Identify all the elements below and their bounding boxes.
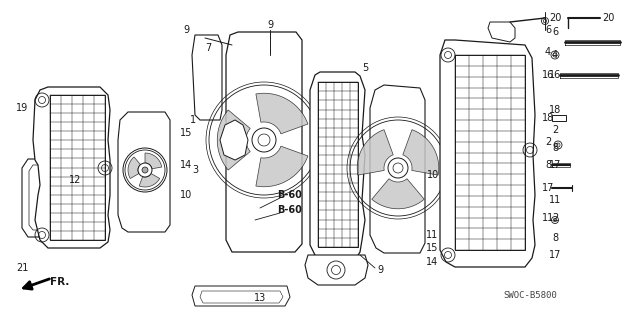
Circle shape — [142, 167, 148, 173]
Text: 3: 3 — [192, 165, 198, 175]
Text: 2: 2 — [552, 213, 558, 223]
Bar — [552, 163, 570, 167]
Text: 17: 17 — [542, 183, 554, 193]
Bar — [552, 115, 566, 121]
Text: 14: 14 — [180, 160, 192, 170]
Polygon shape — [145, 153, 162, 169]
Text: 2: 2 — [552, 125, 558, 135]
Polygon shape — [357, 130, 393, 175]
Text: 8: 8 — [552, 143, 558, 153]
Text: 21: 21 — [16, 263, 28, 273]
Bar — [50, 95, 105, 240]
Text: 12: 12 — [69, 175, 81, 185]
Text: 18: 18 — [549, 105, 561, 115]
Polygon shape — [139, 173, 160, 187]
Text: 20: 20 — [602, 13, 614, 23]
Text: 17: 17 — [549, 160, 561, 170]
Polygon shape — [128, 157, 141, 179]
Text: 4: 4 — [545, 47, 551, 57]
Bar — [455, 55, 525, 250]
Polygon shape — [200, 291, 283, 303]
Text: 11: 11 — [549, 195, 561, 205]
Polygon shape — [29, 165, 83, 230]
Polygon shape — [218, 110, 250, 170]
Text: B-60: B-60 — [278, 205, 303, 215]
Text: 13: 13 — [254, 293, 266, 303]
Polygon shape — [310, 72, 365, 260]
Text: 7: 7 — [205, 43, 211, 53]
Text: 11: 11 — [426, 230, 438, 240]
Text: SWOC-B5800: SWOC-B5800 — [503, 291, 557, 300]
Circle shape — [123, 148, 167, 192]
Circle shape — [142, 167, 148, 173]
Text: 4: 4 — [552, 50, 558, 60]
Polygon shape — [118, 112, 170, 232]
Text: 2: 2 — [545, 137, 551, 147]
Polygon shape — [33, 87, 110, 248]
Circle shape — [139, 164, 151, 176]
Text: 6: 6 — [545, 25, 551, 35]
Circle shape — [252, 128, 276, 152]
Polygon shape — [220, 120, 248, 160]
Circle shape — [138, 163, 152, 177]
Circle shape — [258, 134, 270, 146]
Polygon shape — [488, 22, 515, 42]
Polygon shape — [22, 159, 88, 237]
Polygon shape — [256, 93, 308, 134]
Text: 1: 1 — [190, 115, 196, 125]
Text: 15: 15 — [180, 128, 192, 138]
Text: 19: 19 — [16, 103, 28, 113]
Text: 10: 10 — [180, 190, 192, 200]
Polygon shape — [372, 179, 424, 209]
Text: 9: 9 — [377, 265, 383, 275]
Text: 11: 11 — [542, 213, 554, 223]
Text: 15: 15 — [426, 243, 438, 253]
Text: 20: 20 — [549, 13, 561, 23]
Text: 8: 8 — [552, 233, 558, 243]
Polygon shape — [256, 146, 308, 187]
Text: 16: 16 — [549, 70, 561, 80]
Text: 9: 9 — [267, 20, 273, 30]
Polygon shape — [192, 35, 222, 120]
Text: 10: 10 — [427, 170, 439, 180]
Text: 9: 9 — [183, 25, 189, 35]
Polygon shape — [440, 40, 535, 267]
Text: FR.: FR. — [51, 277, 70, 287]
Circle shape — [388, 158, 408, 178]
Text: 17: 17 — [549, 250, 561, 260]
Polygon shape — [370, 85, 425, 253]
Polygon shape — [226, 32, 302, 252]
Text: 5: 5 — [362, 63, 368, 73]
Text: 8: 8 — [545, 160, 551, 170]
Bar — [318, 82, 358, 247]
Polygon shape — [192, 286, 290, 306]
Text: B-60: B-60 — [278, 190, 303, 200]
Text: 16: 16 — [542, 70, 554, 80]
Polygon shape — [403, 130, 439, 175]
Polygon shape — [305, 255, 368, 285]
Text: 6: 6 — [552, 27, 558, 37]
Text: 18: 18 — [542, 113, 554, 123]
Circle shape — [393, 163, 403, 173]
Text: 14: 14 — [426, 257, 438, 267]
